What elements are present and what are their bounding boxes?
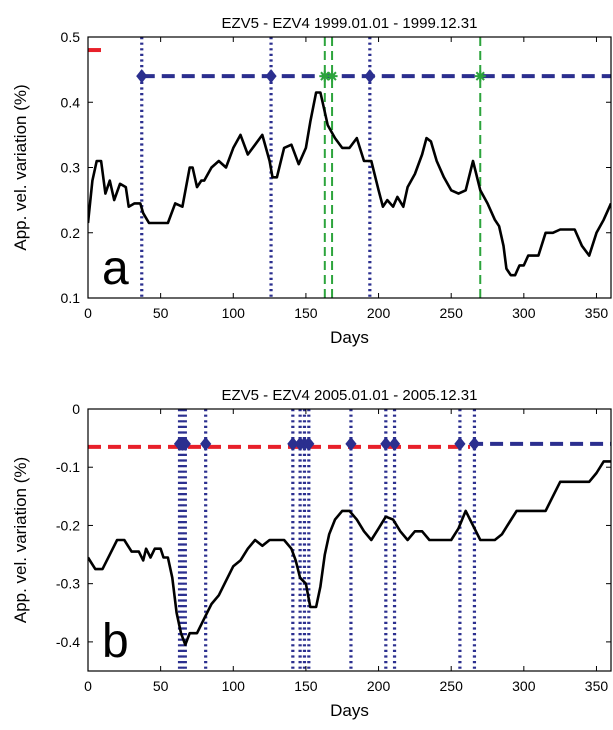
x-tick-label-a-4: 200 [367,305,391,321]
diamond-marker-a-2 [364,69,376,84]
x-tick-label-a-7: 350 [585,305,609,321]
y-tick-label-a-1: 0.2 [61,225,81,241]
x-tick-label-b-7: 350 [585,678,609,694]
y-axis-label-b: App. vel. variation (%) [11,457,30,623]
x-tick-label-b-1: 50 [153,678,169,694]
panel-label-b: b [102,615,129,668]
x-tick-label-b-2: 100 [222,678,246,694]
panel-a: EZV5 - EZV4 1999.01.01 - 1999.12.31 0 50 10… [11,15,612,347]
diamond-marker-a-1 [265,69,277,84]
y-tick-label-a-0: 0.1 [61,290,81,306]
series-line-a-0 [88,91,611,277]
x-tick-label-a-1: 50 [153,305,169,321]
chart-title-a: EZV5 - EZV4 1999.01.01 - 1999.12.31 [221,15,477,32]
star-marker-a-2 [474,70,486,82]
x-tick-label-b-3: 150 [294,678,318,694]
x-tick-label-a-5: 250 [440,305,464,321]
panel-label-a: a [102,242,129,295]
diamond-marker-a-0 [136,69,148,84]
diamond-marker-b-10 [388,436,401,451]
y-tick-label-b-2: -0.2 [56,517,80,533]
x-tick-label-a-3: 150 [294,305,318,321]
x-tick-label-b-6: 300 [512,678,536,694]
y-tick-label-b-0: 0 [72,401,80,417]
diamond-marker-b-8 [345,436,357,451]
y-tick-label-a-2: 0.3 [61,160,81,176]
panel-b: EZV5 - EZV4 2005.01.01 - 2005.12.31 0 50 10… [11,387,612,720]
y-tick-label-b-1: -0.1 [56,459,80,475]
diamond-marker-b-9 [380,436,392,451]
plot-area-a [88,37,611,298]
star-marker-a-1 [326,70,338,82]
diamond-marker-b-3 [200,436,212,451]
y-axis-label-a: App. vel. variation (%) [11,84,30,250]
x-axis-label-a: Days [330,328,369,347]
x-axis-label-b: Days [330,701,369,720]
plot-area-b [88,409,611,671]
x-tick-label-a-0: 0 [84,305,92,321]
diamond-marker-b-2 [179,436,191,451]
y-tick-label-b-4: -0.4 [56,634,80,650]
y-tick-label-a-3: 0.4 [61,94,81,110]
x-tick-label-a-2: 100 [222,305,246,321]
x-tick-label-a-6: 300 [512,305,536,321]
diamond-marker-b-7 [303,436,315,451]
series-line-b-0 [88,460,611,647]
diamond-marker-b-12 [468,436,481,451]
x-tick-label-b-0: 0 [84,678,92,694]
y-tick-label-b-3: -0.3 [56,576,80,592]
y-tick-label-a-4: 0.5 [61,29,81,45]
axes-frame-b [87,408,612,672]
x-tick-label-b-4: 200 [367,678,391,694]
diamond-marker-b-11 [454,436,466,451]
x-tick-label-b-5: 250 [440,678,464,694]
chart-title-b: EZV5 - EZV4 2005.01.01 - 2005.12.31 [221,387,477,404]
diamond-marker-b-4 [287,436,299,451]
